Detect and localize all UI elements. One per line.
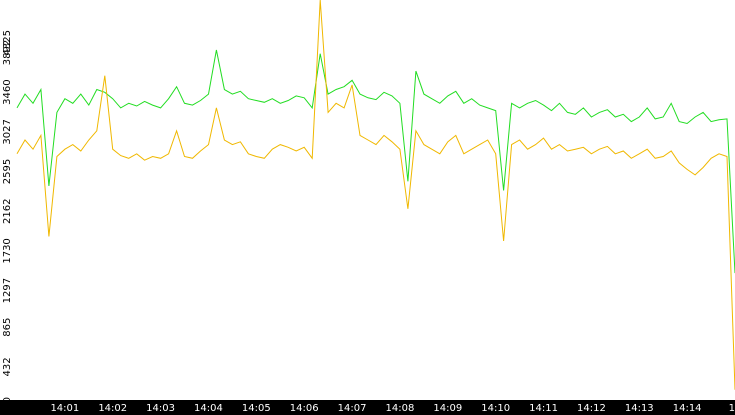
- x-tick-label: 14:02: [98, 403, 127, 414]
- y-tick-label: 1297: [2, 278, 13, 303]
- x-tick-label: 14: [729, 403, 735, 414]
- y-tick-label: 865: [2, 318, 13, 337]
- x-tick-label: 14:13: [625, 403, 654, 414]
- y-tick-label: 3892: [2, 40, 13, 65]
- y-tick-label: 1730: [2, 238, 13, 263]
- y-tick-label: 432: [2, 357, 13, 376]
- series-line: [16, 49, 735, 274]
- x-tick-label: 14:09: [433, 403, 462, 414]
- y-tick-label: 3027: [2, 119, 13, 144]
- x-axis-bar: [0, 400, 735, 415]
- x-tick-label: 14:08: [386, 403, 415, 414]
- x-tick-label: 14:01: [50, 403, 79, 414]
- y-tick-label: 2595: [2, 159, 13, 184]
- series-line: [16, 0, 735, 390]
- x-tick-label: 14:04: [194, 403, 223, 414]
- y-tick-label: 3460: [2, 79, 13, 104]
- x-tick-label: 14:14: [673, 403, 702, 414]
- x-tick-label: 14:12: [577, 403, 606, 414]
- x-tick-label: 14:03: [146, 403, 175, 414]
- x-tick-label: 14:06: [290, 403, 319, 414]
- y-tick-label: 4325: [2, 30, 13, 55]
- y-tick-label: 2162: [2, 199, 13, 224]
- x-tick-label: 14:11: [529, 403, 558, 414]
- y-tick-label: 0: [2, 397, 13, 403]
- x-tick-label: 14:05: [242, 403, 271, 414]
- x-tick-label: 14:10: [481, 403, 510, 414]
- x-tick-label: 14:07: [338, 403, 367, 414]
